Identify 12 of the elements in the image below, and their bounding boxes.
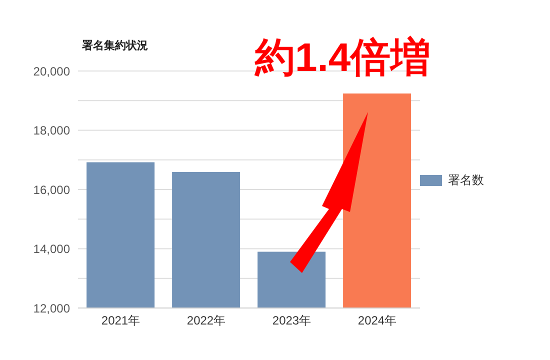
legend-label: 署名数 — [448, 172, 484, 188]
x-tick-label: 2021年 — [101, 314, 140, 328]
y-tick-label: 16,000 — [33, 182, 70, 197]
x-tick-label: 2022年 — [186, 314, 226, 328]
x-tick-label: 2023年 — [272, 314, 312, 328]
y-tick-label: 14,000 — [33, 242, 70, 256]
y-tick-label: 20,000 — [33, 64, 70, 78]
annotation: 約1.4倍増 — [255, 36, 431, 80]
x-tick-label: 2024年 — [358, 314, 397, 328]
y-tick-label: 18,000 — [33, 124, 70, 138]
chart-title: 署名集約状況 — [82, 38, 148, 53]
y-tick-label: 12,000 — [33, 301, 70, 316]
